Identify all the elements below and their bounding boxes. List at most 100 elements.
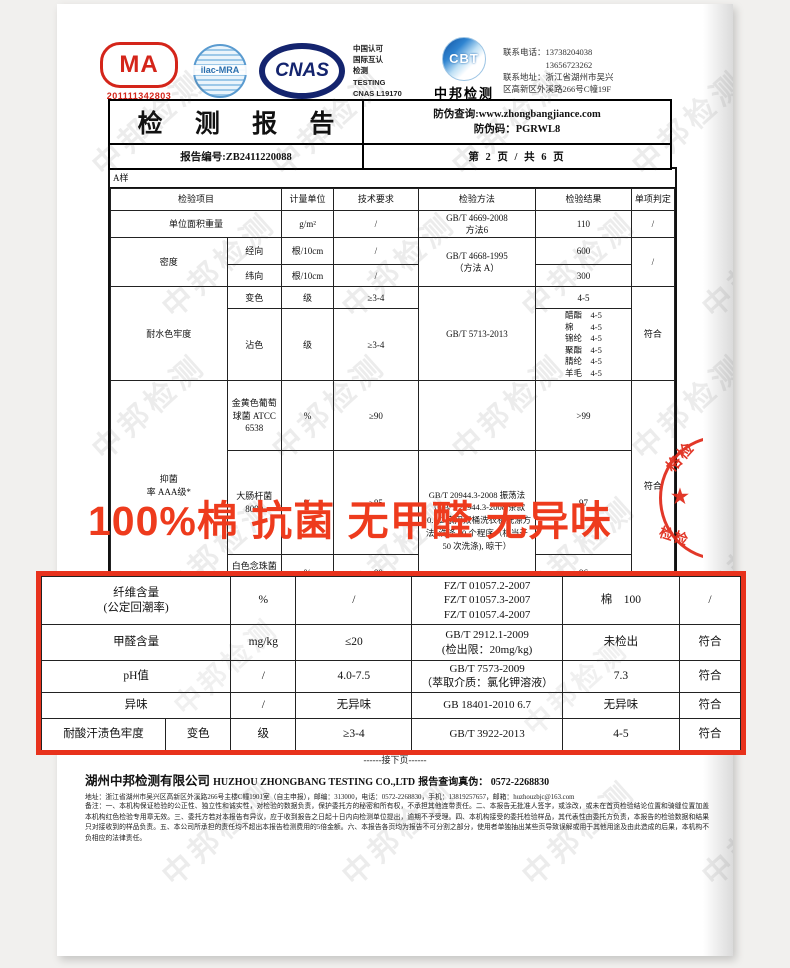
cell-fiber-req: / (295, 576, 413, 625)
cma-mark-icon: MA (100, 41, 178, 88)
report-number: 报告编号:ZB2411220088 (110, 145, 364, 168)
cbt-label: CBT (449, 50, 479, 66)
cell-anti-sub2: 大肠杆菌 8099 (226, 450, 282, 556)
inspection-stamp: 格检 ★ 检检 (654, 429, 703, 571)
cell-density-unit1: 根/10cm (280, 237, 335, 266)
cell-sweat-unit: 级 (230, 717, 297, 750)
col-header-req: 技术要求 (333, 188, 419, 211)
cell-formaldehyde-method: GB/T 2912.1-2009 (检出限：20mg/kg) (411, 624, 563, 661)
col-header-result: 检验结果 (535, 188, 632, 211)
cell-density-item: 密度 (110, 237, 228, 288)
cell-weight-req: / (333, 209, 419, 239)
cell-odor-method: GB 18401-2010 6.7 (411, 691, 563, 719)
cell-water-result1: 4-5 (535, 286, 632, 310)
cell-water-sub2: 沾色 (226, 308, 282, 382)
cell-water-judge: 符合 (630, 286, 676, 382)
cell-formaldehyde-req: ≤20 (295, 624, 413, 661)
report-title: 检 测 报 告 (110, 101, 364, 145)
cell-fiber-unit: % (230, 576, 297, 625)
col-header-method: 检验方法 (417, 188, 537, 211)
row-formaldehyde: 甲醛含量 mg/kg ≤20 GB/T 2912.1-2009 (检出限：20m… (41, 624, 741, 661)
footer: 湖州中邦检测有限公司 HUZHOU ZHONGBANG TESTING CO.,… (85, 770, 709, 844)
main-table-block: A样 检验项目 计量单位 技术要求 检验方法 检验结果 单项判定 单位面积重量 … (108, 167, 677, 594)
cell-formaldehyde-result: 未检出 (561, 624, 680, 661)
row-fiber: 纤维含量 (公定回潮率) % / FZ/T 01057.2-2007 FZ/T … (41, 576, 741, 625)
cell-ph-item: pH值 (41, 660, 232, 693)
report-page: 中邦检测 中邦检测 中邦检测 中邦检测 中邦检测 中邦检测 中邦检测 中邦检测 中邦检测 中邦检测… (57, 4, 733, 956)
cell-density-req1: / (333, 237, 419, 266)
cell-anti-method: GB/T 20944.3-2008 振荡法（GB/T 20944.3-2008 … (417, 450, 537, 592)
cell-sweat-req: ≥3-4 (295, 717, 413, 750)
cell-water-result2: 醋酯 4-5 棉 4-5 锦纶 4-5 聚酯 4-5 腈纶 4-5 羊毛 4-5 (535, 308, 632, 382)
cell-ph-method: GB/T 7573-2009 （萃取介质：氯化钾溶液） (411, 660, 563, 693)
cell-weight-unit: g/m² (280, 209, 335, 239)
cell-ph-result: 7.3 (561, 660, 680, 693)
cell-density-judge: / (630, 237, 676, 288)
contact-info: 联系电话：13738204038 13656723262 联系地址：浙江省湖州市… (503, 47, 614, 95)
cma-logo: MA 201111342803 (97, 41, 181, 101)
cell-ph-unit: / (230, 660, 297, 693)
cell-water-method: GB/T 5713-2013 (417, 286, 537, 382)
col-header-item: 检验项目 (110, 188, 282, 211)
cell-anti-result2: 97 (535, 450, 632, 556)
cell-anti-result1: >99 (535, 380, 632, 452)
cell-anti-item: 抑菌 率 AAA级* (110, 380, 228, 592)
company-name-cn: 湖州中邦检测有限公司 (85, 774, 211, 788)
cell-fiber-item: 纤维含量 (公定回潮率) (41, 576, 232, 625)
highlight-table: 纤维含量 (公定回潮率) % / FZ/T 01057.2-2007 FZ/T … (41, 576, 741, 750)
row-sweat-fastness: 耐酸汗渍色牢度 变色 级 ≥3-4 GB/T 3922-2013 4-5 符合 (41, 717, 741, 750)
cell-formaldehyde-item: 甲醛含量 (41, 624, 232, 661)
cma-label: MA (119, 50, 159, 78)
ilac-mra-icon: ilac-MRA (191, 44, 249, 98)
footer-notes: 备注：一、本机构保证检验的公正性、独立性和诚实性，对检验的数据负责，保护委托方的… (85, 803, 709, 842)
footer-company-line: 湖州中邦检测有限公司 HUZHOU ZHONGBANG TESTING CO.,… (85, 770, 709, 789)
cell-sweat-result: 4-5 (561, 717, 680, 750)
antifake-query: 防伪查询:www.zhongbangjiance.com (433, 108, 601, 120)
cell-water-unit1: 级 (280, 286, 335, 310)
title-block: 检 测 报 告 防伪查询:www.zhongbangjiance.com 防伪码… (108, 99, 672, 170)
stamp-star-icon: ★ (671, 486, 689, 508)
row-anti-ecoli: 大肠杆菌 8099 % ≥85 GB/T 20944.3-2008 振荡法（GB… (111, 450, 675, 592)
cell-water-item: 耐水色牢度 (110, 286, 228, 382)
col-header-judge: 单项判定 (630, 188, 676, 211)
highlighted-results-box: 中邦检测 中邦检测 纤维含量 (公定回潮率) % / FZ/T 01057.2-… (36, 571, 746, 755)
cell-odor-judge: 符合 (678, 691, 741, 719)
sample-label: A样 (110, 169, 675, 188)
cbt-globe-icon: CBT (442, 36, 486, 81)
accreditation-text: 中国认可 国际互认 检测 TESTING CNAS L19170 (353, 43, 402, 98)
col-header-unit: 计量单位 (280, 188, 335, 211)
cell-odor-req: 无异味 (295, 691, 413, 719)
cell-water-req1: ≥3-4 (333, 286, 419, 310)
cell-anti-req1: ≥90 (333, 380, 419, 452)
continuation-marker: ------接下页------ (363, 755, 427, 765)
cell-odor-result: 无异味 (561, 691, 680, 719)
cell-anti-req2: ≥85 (333, 450, 419, 556)
cell-weight-result: 110 (535, 209, 632, 239)
cell-density-method: GB/T 4668-1995 （方法 A） (417, 237, 537, 288)
row-ph: pH值 / 4.0-7.5 GB/T 7573-2009 （萃取介质：氯化钾溶液… (41, 660, 741, 693)
main-table: 检验项目 计量单位 技术要求 检验方法 检验结果 单项判定 单位面积重量 g/m… (110, 188, 676, 592)
table-header-row: 检验项目 计量单位 技术要求 检验方法 检验结果 单项判定 (110, 188, 676, 211)
cell-odor-item: 异味 (41, 691, 232, 719)
cell-ph-judge: 符合 (678, 660, 741, 693)
row-anti-staph: 抑菌 率 AAA级* 金黄色葡萄 球菌 ATCC 6538 % ≥90 >99 … (110, 380, 676, 592)
cma-number: 201111342803 (106, 90, 172, 101)
cbt-logo: CBT 中邦检测 ZHONGBANGJIANCE (429, 36, 499, 106)
ilac-mra-label: ilac-MRA (191, 65, 249, 75)
antifake-block: 防伪查询:www.zhongbangjiance.com 防伪码：PGRWL8 (364, 101, 670, 145)
cell-density-sub1: 经向 (226, 237, 282, 266)
cell-density-unit2: 根/10cm (280, 264, 335, 288)
cell-weight-method: GB/T 4669-2008 方法6 (417, 209, 537, 239)
cell-weight-judge: / (630, 209, 676, 239)
cell-sweat-item: 耐酸汗渍色牢度 (41, 717, 167, 750)
cell-water-unit2: 级 (280, 308, 335, 382)
letterhead: MA 201111342803 ilac-MRA CNAS 中国认可 国际互认 … (97, 36, 707, 106)
cell-weight-item: 单位面积重量 (110, 209, 282, 239)
row-waterfastness-change: 耐水色牢度 变色 级 ≥3-4 GB/T 5713-2013 4-5 符合 (110, 286, 676, 382)
cell-fiber-result: 棉 100 (561, 576, 680, 625)
cell-sweat-sub: 变色 (165, 717, 232, 750)
antifake-code: 防伪码：PGRWL8 (473, 124, 561, 135)
cell-density-result2: 300 (535, 264, 632, 288)
cell-odor-unit: / (230, 691, 297, 719)
